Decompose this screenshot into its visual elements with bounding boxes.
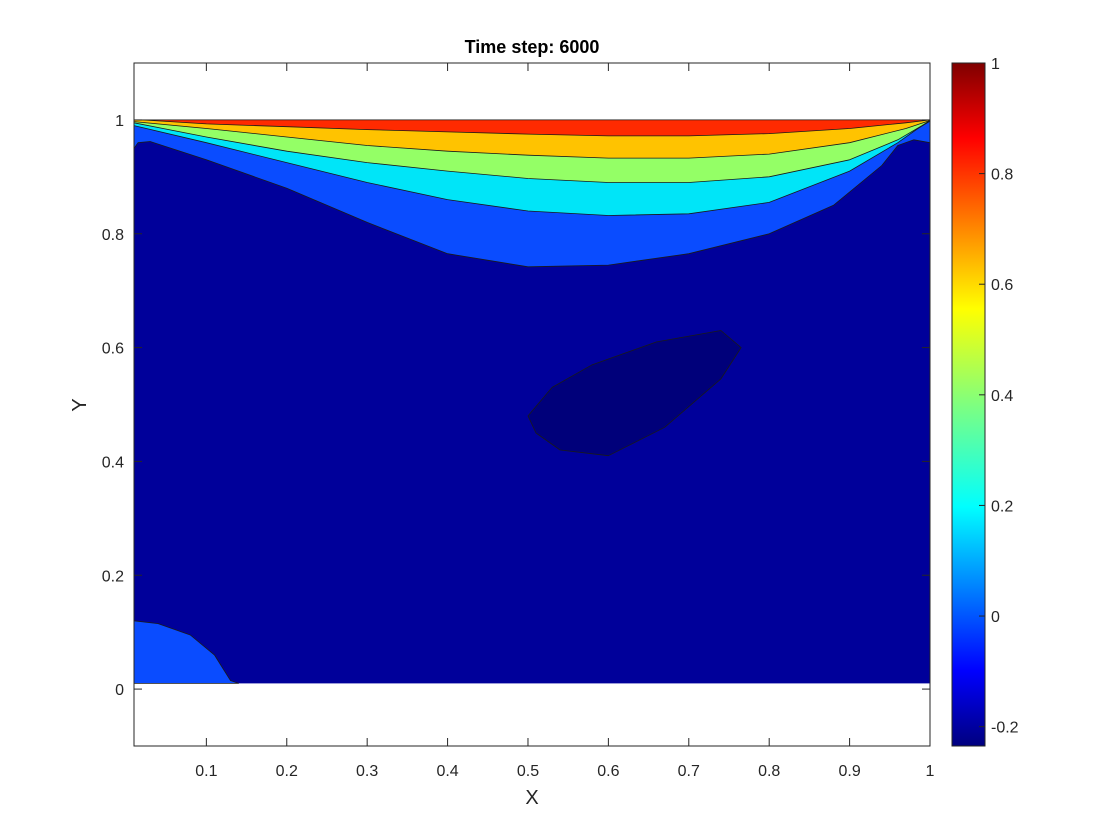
x-tick-label: 0.1: [195, 763, 217, 780]
y-tick-label: 0.6: [102, 341, 124, 358]
colorbar-tick-label: -0.2: [991, 720, 1019, 737]
colorbar-tick-label: 0: [991, 609, 1000, 626]
colorbar: -0.2 0 0.2 0.4 0.6 0.8 1: [951, 56, 1019, 747]
y-axis-ticks: 0 0.2 0.4 0.6 0.8 1: [102, 113, 930, 699]
contour-band-level-0.0-bottom-left: [134, 620, 239, 684]
y-tick-label: 0: [115, 682, 124, 699]
colorbar-tick-label: 0.4: [991, 388, 1013, 405]
contour-band-level-0.8: [141, 119, 930, 137]
x-tick-label: 0.9: [838, 763, 860, 780]
y-tick-label: 0.8: [102, 227, 124, 244]
colorbar-gradient: [951, 62, 986, 747]
x-tick-label: 1: [926, 763, 935, 780]
contour-layer: [134, 119, 930, 684]
colorbar-tick-label: 0.6: [991, 277, 1013, 294]
colorbar-tick-label: 0.8: [991, 167, 1013, 184]
chart-title: Time step: 6000: [465, 37, 600, 57]
colorbar-tick-label: 1: [991, 56, 1000, 73]
colorbar-ticks: -0.2 0 0.2 0.4 0.6 0.8 1: [979, 56, 1019, 737]
x-tick-label: 0.3: [356, 763, 378, 780]
x-axis-label: X: [525, 787, 538, 809]
colorbar-tick-label: 0.2: [991, 498, 1013, 515]
x-tick-label: 0.8: [758, 763, 780, 780]
y-tick-label: 0.2: [102, 568, 124, 585]
x-tick-label: 0.4: [436, 763, 458, 780]
contour-band-level-below-neg0.2: [527, 330, 742, 457]
x-tick-label: 0.5: [517, 763, 539, 780]
y-tick-label: 0.4: [102, 454, 124, 471]
plot-area: 0.1 0.2 0.3 0.4 0.5 0.6 0.7 0.8 0.9 1 00.20.40.60…: [102, 62, 935, 780]
x-tick-label: 0.2: [276, 763, 298, 780]
y-tick-label: 1: [115, 113, 124, 130]
y-axis-label: Y: [69, 398, 91, 411]
x-axis-ticks: 0.1 0.2 0.3 0.4 0.5 0.6 0.7 0.8 0.9 1: [195, 63, 935, 780]
x-tick-label: 0.7: [678, 763, 700, 780]
x-tick-label: 0.6: [597, 763, 619, 780]
axes-box: [133, 62, 931, 747]
